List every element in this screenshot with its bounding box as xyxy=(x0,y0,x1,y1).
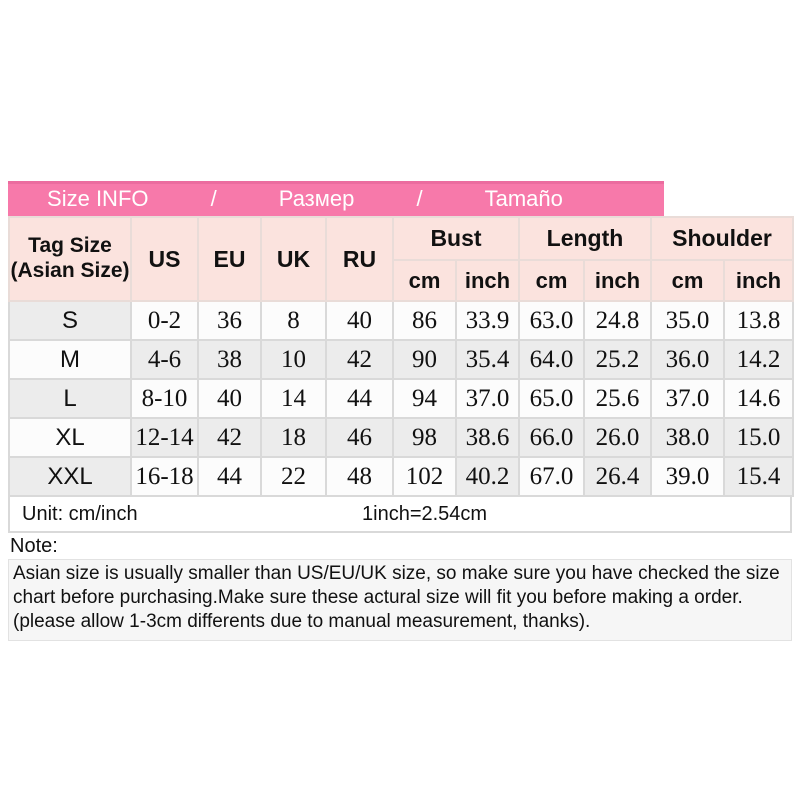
title-banner: Size INFO / Размер / Tamaño xyxy=(8,181,664,216)
title-separator-1: / xyxy=(210,185,217,211)
title-size-info: Size INFO xyxy=(47,185,149,211)
table-cell: 40.2 xyxy=(455,456,520,497)
table-cell: 94 xyxy=(392,378,457,419)
table-cell: 39.0 xyxy=(650,456,725,497)
table-cell: 25.2 xyxy=(583,339,652,380)
table-row-m: M 4-6 38 10 42 90 35.4 64.0 25.2 36.0 14… xyxy=(8,339,795,380)
table-cell: 44 xyxy=(197,456,262,497)
size-chart: Size INFO / Размер / Tamaño Tag Size (As… xyxy=(8,181,795,641)
table-row-xl: XL 12-14 42 18 46 98 38.6 66.0 26.0 38.0… xyxy=(8,417,795,458)
table-cell: 44 xyxy=(325,378,394,419)
table-cell: 40 xyxy=(325,300,394,341)
table-cell: 14.6 xyxy=(722,378,795,419)
table-cell: 40 xyxy=(197,378,262,419)
table-cell: 38.0 xyxy=(650,417,725,458)
table-cell: 16-18 xyxy=(130,456,199,497)
table-cell: 12-14 xyxy=(130,417,199,458)
table-cell: 15.4 xyxy=(722,456,795,497)
shoulder-inch-header: inch xyxy=(722,259,795,302)
table-cell: 86 xyxy=(392,300,457,341)
note-label: Note: xyxy=(10,535,58,557)
bust-inch-header: inch xyxy=(455,259,520,302)
table-row-l: L 8-10 40 14 44 94 37.0 65.0 25.6 37.0 1… xyxy=(8,378,795,419)
table-cell: 10 xyxy=(260,339,327,380)
table-cell: 22 xyxy=(260,456,327,497)
table-cell: 67.0 xyxy=(518,456,585,497)
table-cell: 24.8 xyxy=(583,300,652,341)
table-cell: 25.6 xyxy=(583,378,652,419)
bust-header: Bust xyxy=(392,216,520,261)
table-cell: 46 xyxy=(325,417,394,458)
unit-row: Unit: cm/inch 1inch=2.54cm xyxy=(8,497,792,533)
table-cell: 42 xyxy=(197,417,262,458)
table-cell: 66.0 xyxy=(518,417,585,458)
table-cell: 35.0 xyxy=(650,300,725,341)
title-razmer: Размер xyxy=(278,185,355,211)
tag-size-cell: L xyxy=(8,378,132,419)
table-cell: 48 xyxy=(325,456,394,497)
table-cell: 15.0 xyxy=(722,417,795,458)
us-header: US xyxy=(130,216,199,302)
table-cell: 26.4 xyxy=(583,456,652,497)
title-tamano: Tamaño xyxy=(484,185,563,211)
table-cell: 65.0 xyxy=(518,378,585,419)
bust-cm-header: cm xyxy=(392,259,457,302)
length-header: Length xyxy=(518,216,652,261)
tag-size-cell: S xyxy=(8,300,132,341)
table-cell: 8-10 xyxy=(130,378,199,419)
table-cell: 98 xyxy=(392,417,457,458)
table-cell: 18 xyxy=(260,417,327,458)
table-cell: 14.2 xyxy=(722,339,795,380)
table-cell: 33.9 xyxy=(455,300,520,341)
table-cell: 37.0 xyxy=(455,378,520,419)
tag-size-cell: M xyxy=(8,339,132,380)
tag-size-header-line2: (Asian Size) xyxy=(10,259,130,282)
conversion-label: 1inch=2.54cm xyxy=(362,502,488,525)
shoulder-cm-header: cm xyxy=(650,259,725,302)
table-cell: 42 xyxy=(325,339,394,380)
table-cell: 90 xyxy=(392,339,457,380)
table-cell: 38.6 xyxy=(455,417,520,458)
size-table: Tag Size (Asian Size) US EU UK RU Bust L… xyxy=(8,216,795,497)
table-cell: 4-6 xyxy=(130,339,199,380)
table-cell: 35.4 xyxy=(455,339,520,380)
table-cell: 36.0 xyxy=(650,339,725,380)
tag-size-header-line1: Tag Size xyxy=(28,234,112,258)
table-cell: 37.0 xyxy=(650,378,725,419)
tag-size-header: Tag Size (Asian Size) xyxy=(8,216,132,302)
tag-size-cell: XL xyxy=(8,417,132,458)
note-text: Asian size is usually smaller than US/EU… xyxy=(8,559,792,641)
unit-label: Unit: cm/inch xyxy=(22,502,138,525)
table-cell: 38 xyxy=(197,339,262,380)
table-cell: 36 xyxy=(197,300,262,341)
ru-header: RU xyxy=(325,216,394,302)
table-cell: 26.0 xyxy=(583,417,652,458)
title-separator-2: / xyxy=(416,185,423,211)
shoulder-header: Shoulder xyxy=(649,216,795,261)
table-cell: 13.8 xyxy=(722,300,795,341)
table-row-xxl: XXL 16-18 44 22 48 102 40.2 67.0 26.4 39… xyxy=(8,456,795,497)
table-cell: 102 xyxy=(392,456,457,497)
tag-size-cell: XXL xyxy=(8,456,132,497)
table-cell: 0-2 xyxy=(130,300,199,341)
eu-header: EU xyxy=(197,216,262,302)
table-row-s: S 0-2 36 8 40 86 33.9 63.0 24.8 35.0 13.… xyxy=(8,300,795,341)
table-cell: 8 xyxy=(260,300,327,341)
length-cm-header: cm xyxy=(518,259,585,302)
length-inch-header: inch xyxy=(583,259,652,302)
table-cell: 64.0 xyxy=(518,339,585,380)
uk-header: UK xyxy=(260,216,327,302)
table-cell: 14 xyxy=(260,378,327,419)
table-cell: 63.0 xyxy=(518,300,585,341)
